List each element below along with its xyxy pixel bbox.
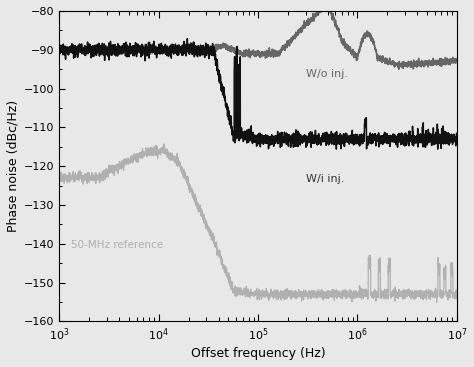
Text: 50-MHz reference: 50-MHz reference [71,240,163,250]
X-axis label: Offset frequency (Hz): Offset frequency (Hz) [191,347,326,360]
Y-axis label: Phase noise (dBc/Hz): Phase noise (dBc/Hz) [7,100,20,232]
Text: W/o inj.: W/o inj. [306,69,347,79]
Text: W/i inj.: W/i inj. [306,174,344,184]
